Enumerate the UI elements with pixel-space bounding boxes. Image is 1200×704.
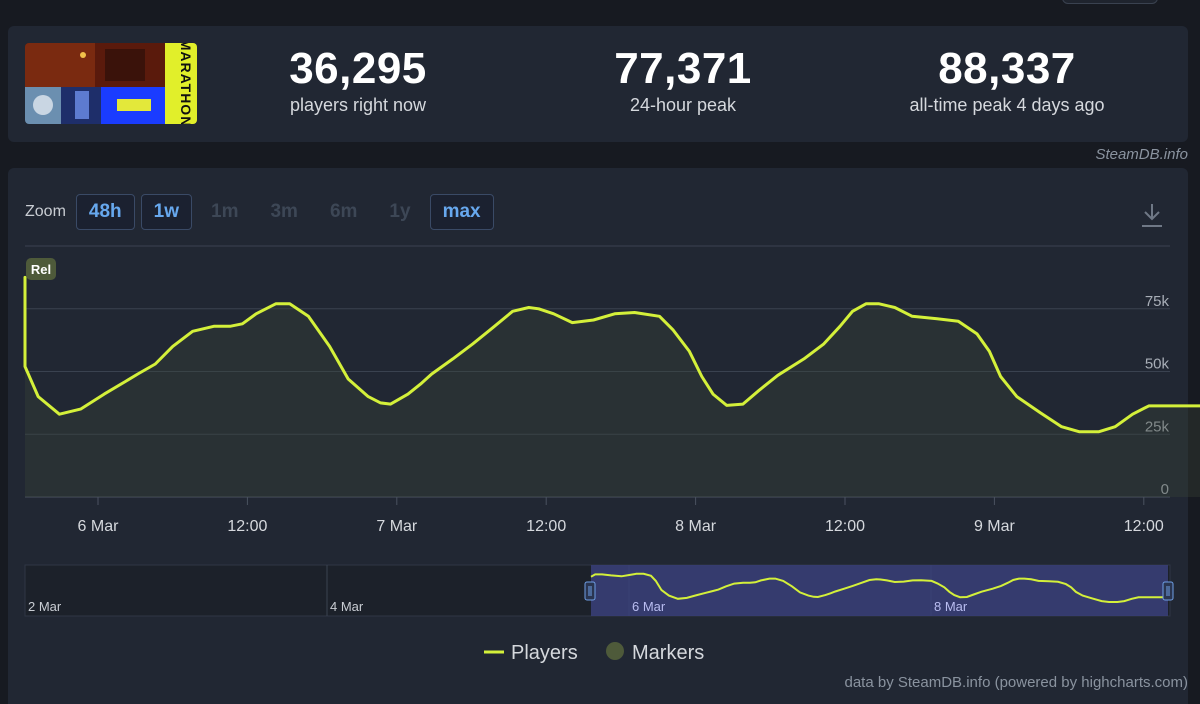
x-tick-label: 7 Mar <box>376 518 418 535</box>
stat-value: 88,337 <box>938 44 1076 93</box>
zoom-6m-button[interactable]: 6m <box>329 201 358 222</box>
stat-value: 77,371 <box>614 44 752 93</box>
legend-players-label: Players <box>511 642 578 664</box>
zoom-48h-button[interactable]: 48h <box>75 194 135 230</box>
y-tick-label: 75k <box>1145 293 1170 310</box>
download-icon[interactable] <box>1140 202 1164 228</box>
x-tick-label: 12:00 <box>825 518 865 535</box>
steamdb-credit[interactable]: SteamDB.info <box>1095 146 1188 163</box>
stat-label: players right now <box>289 95 427 115</box>
x-tick-label: 12:00 <box>227 518 267 535</box>
navigator[interactable]: 2 Mar 4 Mar 6 Mar 8 Mar <box>24 564 1174 617</box>
top-strip <box>0 0 1200 14</box>
navigator-tick-label: 8 Mar <box>934 599 968 614</box>
markers-legend-icon <box>606 642 624 660</box>
chart-legend: Players Markers <box>484 642 704 664</box>
x-tick-label: 12:00 <box>1124 518 1164 535</box>
zoom-3m-button[interactable]: 3m <box>270 201 298 222</box>
navigator-tick-label: 2 Mar <box>28 599 62 614</box>
zoom-1w-button[interactable]: 1w <box>140 194 193 230</box>
zoom-1y-button[interactable]: 1y <box>389 201 411 222</box>
legend-markers-label: Markers <box>632 642 704 664</box>
legend-item-markers[interactable]: Markers <box>606 642 704 664</box>
zoom-max-button[interactable]: max <box>429 194 494 230</box>
navigator-right-handle[interactable] <box>1162 581 1174 601</box>
x-tick-label: 8 Mar <box>675 518 717 535</box>
stat-label: all-time peak 4 days ago <box>909 95 1105 115</box>
zoom-controls: Zoom 48h 1w 1m 3m 6m 1y max <box>25 194 500 230</box>
stat-label: 24-hour peak <box>629 95 737 115</box>
x-tick-label: 6 Mar <box>78 518 120 535</box>
release-marker[interactable]: Rel <box>26 258 56 280</box>
legend-item-players[interactable]: Players <box>484 642 578 664</box>
stat-value: 36,295 <box>289 44 427 93</box>
zoom-1m-button[interactable]: 1m <box>211 201 239 222</box>
y-tick-label: 50k <box>1145 356 1170 373</box>
highcharts-credit[interactable]: data by SteamDB.info (powered by highcha… <box>844 674 1189 691</box>
release-marker-label: Rel <box>31 262 51 277</box>
x-tick-label: 12:00 <box>526 518 566 535</box>
zoom-label: Zoom <box>25 203 66 220</box>
stat-24h-peak: 77,371 24-hour peak <box>553 44 813 116</box>
navigator-left-handle[interactable] <box>584 581 596 601</box>
navigator-tick-label: 6 Mar <box>632 599 666 614</box>
players-area <box>25 277 1200 497</box>
y-tick-label: 25k <box>1145 418 1170 435</box>
game-capsule-image[interactable]: MARATHON <box>25 43 197 124</box>
stat-all-time-peak: 88,337 all-time peak 4 days ago <box>877 44 1137 116</box>
stat-current-players: 36,295 players right now <box>228 44 488 116</box>
stats-panel: MARATHON 36,295 players right now 77,371… <box>8 26 1188 142</box>
capsule-logo-text: MARATHON <box>178 43 194 124</box>
players-series-line[interactable] <box>23 275 1200 434</box>
y-tick-label: 0 <box>1161 481 1169 498</box>
x-tick-label: 9 Mar <box>974 518 1016 535</box>
navigator-selection[interactable] <box>591 565 1168 616</box>
navigator-tick-label: 4 Mar <box>330 599 364 614</box>
